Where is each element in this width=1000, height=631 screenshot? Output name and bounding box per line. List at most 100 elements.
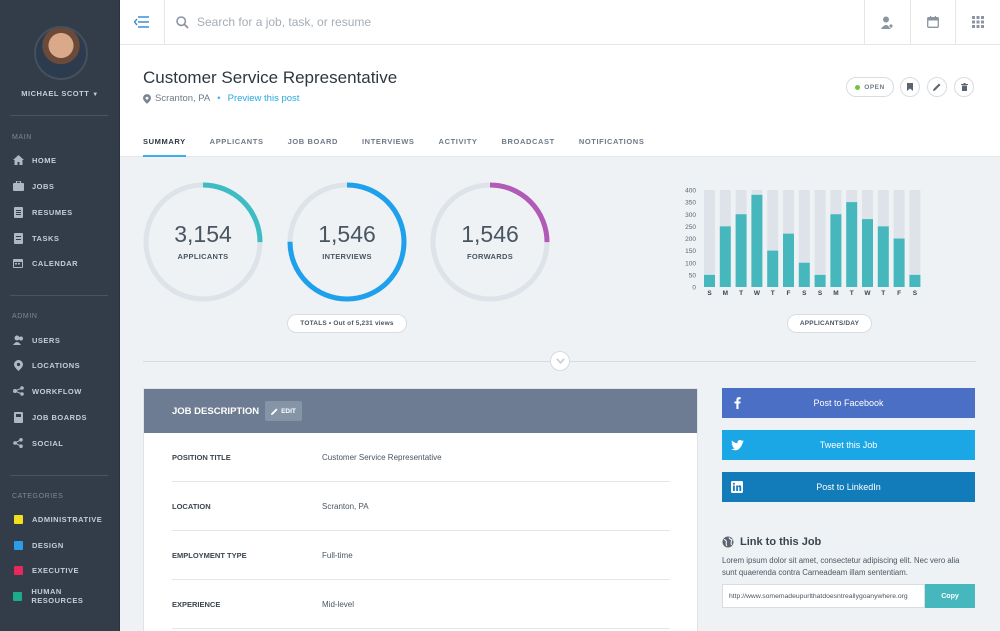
y-tick-label: 150 (685, 248, 696, 255)
applicants-count: 3,154 (174, 221, 232, 247)
forwards-stat: 1,546 FORWARDS (429, 181, 551, 303)
x-tick-label: T (850, 290, 854, 297)
search-input[interactable] (197, 15, 797, 29)
sidebar-item-workflow[interactable]: WORKFLOW (12, 384, 112, 398)
sidebar-item-executive[interactable]: EXECUTIVE (12, 563, 112, 577)
field-label: EXPERIENCE (172, 599, 221, 609)
bookmark-button[interactable] (900, 77, 920, 97)
job-url-field[interactable]: http://www.somemadeupurlthatdoesntreally… (722, 584, 925, 608)
category-swatch (12, 590, 23, 602)
post-to-linkedin-button[interactable]: Post to LinkedIn (722, 472, 975, 502)
copy-link-button[interactable]: Copy (925, 584, 975, 608)
sidebar-item-label: USERS (32, 335, 61, 345)
sidebar-item-home[interactable]: HOME (12, 153, 112, 167)
link-title-text: Link to this Job (740, 536, 822, 548)
search-icon (176, 15, 189, 29)
y-tick-label: 50 (689, 272, 697, 279)
bar-background (767, 190, 779, 287)
sidebar-item-locations[interactable]: LOCATIONS (12, 358, 112, 372)
status-badge[interactable]: OPEN (846, 77, 894, 97)
user-button[interactable] (864, 0, 909, 44)
tab-job-board[interactable]: JOB BOARD (287, 137, 338, 146)
tab-activity[interactable]: ACTIVITY (438, 137, 478, 146)
menu-toggle-button[interactable] (120, 0, 165, 44)
collapse-toggle-button[interactable] (550, 351, 570, 371)
tab-notifications[interactable]: NOTIFICATIONS (578, 137, 645, 146)
user-menu[interactable]: MICHAEL SCOTT ▼ (0, 89, 120, 98)
tweet-job-button[interactable]: Tweet this Job (722, 430, 975, 460)
tab-broadcast[interactable]: BROADCAST (501, 137, 555, 146)
field-value: Customer Service Representative (322, 452, 442, 462)
chart-label-pill: APPLICANTS/DAY (787, 314, 872, 333)
bar-background (909, 190, 921, 287)
sidebar-item-calendar[interactable]: CALENDAR (12, 256, 112, 270)
status-dot (855, 84, 861, 90)
table-row: EXPERIENCE Mid-level (172, 580, 670, 629)
job-header: Customer Service Representative Scranton… (120, 45, 1000, 157)
bar-background (814, 190, 826, 287)
sidebar-item-users[interactable]: USERS (12, 333, 112, 347)
tab-applicants[interactable]: APPLICANTS (209, 137, 264, 146)
y-tick-label: 400 (685, 188, 696, 195)
avatar[interactable] (34, 26, 88, 80)
sidebar-item-administrative[interactable]: ADMINISTRATIVE (12, 512, 112, 526)
twitter-icon (730, 438, 744, 452)
delete-button[interactable] (954, 77, 974, 97)
sidebar-divider (10, 295, 108, 296)
sidebar-item-resumes[interactable]: RESUMES (12, 205, 112, 219)
calendar-button[interactable] (910, 0, 955, 44)
bar (767, 250, 779, 287)
field-value: Mid-level (322, 599, 355, 609)
bar-background (798, 190, 810, 287)
users-icon (12, 334, 24, 346)
sidebar-item-tasks[interactable]: TASKS (12, 231, 112, 245)
category-swatch (12, 513, 24, 525)
user-name: MICHAEL SCOTT (21, 89, 90, 98)
location-icon (12, 359, 24, 371)
bar (814, 274, 826, 287)
interviews-count: 1,546 (318, 221, 376, 247)
topbar (120, 0, 1000, 45)
sidebar: MICHAEL SCOTT ▼ MAIN HOME JOBS RESUMES TA… (0, 0, 120, 631)
totals-pill: TOTALS • Out of 5,231 views (287, 314, 407, 333)
home-icon (12, 154, 24, 166)
x-tick-label: W (754, 290, 761, 297)
tab-summary[interactable]: SUMMARY (143, 134, 186, 157)
field-label: LOCATION (172, 501, 211, 511)
pencil-icon (933, 83, 941, 91)
user-icon (881, 16, 893, 29)
post-to-facebook-button[interactable]: Post to Facebook (722, 388, 975, 418)
sidebar-item-label: JOB BOARDS (32, 412, 88, 422)
edit-button[interactable] (927, 77, 947, 97)
sidebar-item-label: DESIGN (32, 540, 64, 550)
table-row: LOCATION Scranton, PA (172, 482, 670, 531)
applicants-label: APPLICANTS (177, 252, 229, 261)
y-tick-label: 350 (685, 200, 696, 207)
x-tick-label: T (771, 290, 775, 297)
apps-button[interactable] (955, 0, 1000, 44)
menu-collapse-icon (134, 16, 149, 28)
tab-interviews[interactable]: INTERVIEWS (362, 137, 415, 146)
sidebar-item-jobs[interactable]: JOBS (12, 179, 112, 193)
link-description: Lorem ipsum dolor sit amet, consectetur … (722, 556, 960, 577)
job-description-card: JOB DESCRIPTION EDIT POSITION TITLE Cust… (143, 388, 698, 631)
tasks-icon (12, 232, 24, 244)
job-location-row: Scranton, PA • Preview this post (143, 93, 299, 104)
sidebar-item-design[interactable]: DESIGN (12, 538, 112, 552)
preview-post-link[interactable]: Preview this post (227, 93, 300, 104)
sidebar-item-human-resources[interactable]: HUMAN RESOURCES (12, 587, 112, 605)
link-section-title: Link to this Job (722, 536, 821, 548)
location-pin-icon (143, 93, 151, 104)
ring-progress (430, 182, 550, 302)
sidebar-item-label: SOCIAL (32, 438, 64, 448)
table-row: EMPLOYMENT TYPE Full-time (172, 531, 670, 580)
sidebar-item-job-boards[interactable]: JOB BOARDS (12, 410, 112, 424)
forwards-label: FORWARDS (466, 252, 513, 261)
globe-icon (722, 536, 734, 548)
x-tick-label: S (802, 290, 807, 297)
edit-description-button[interactable]: EDIT (265, 401, 302, 421)
bar (846, 202, 858, 287)
job-location: Scranton, PA (155, 93, 211, 104)
bar (704, 274, 715, 287)
sidebar-item-social[interactable]: SOCIAL (12, 436, 112, 450)
